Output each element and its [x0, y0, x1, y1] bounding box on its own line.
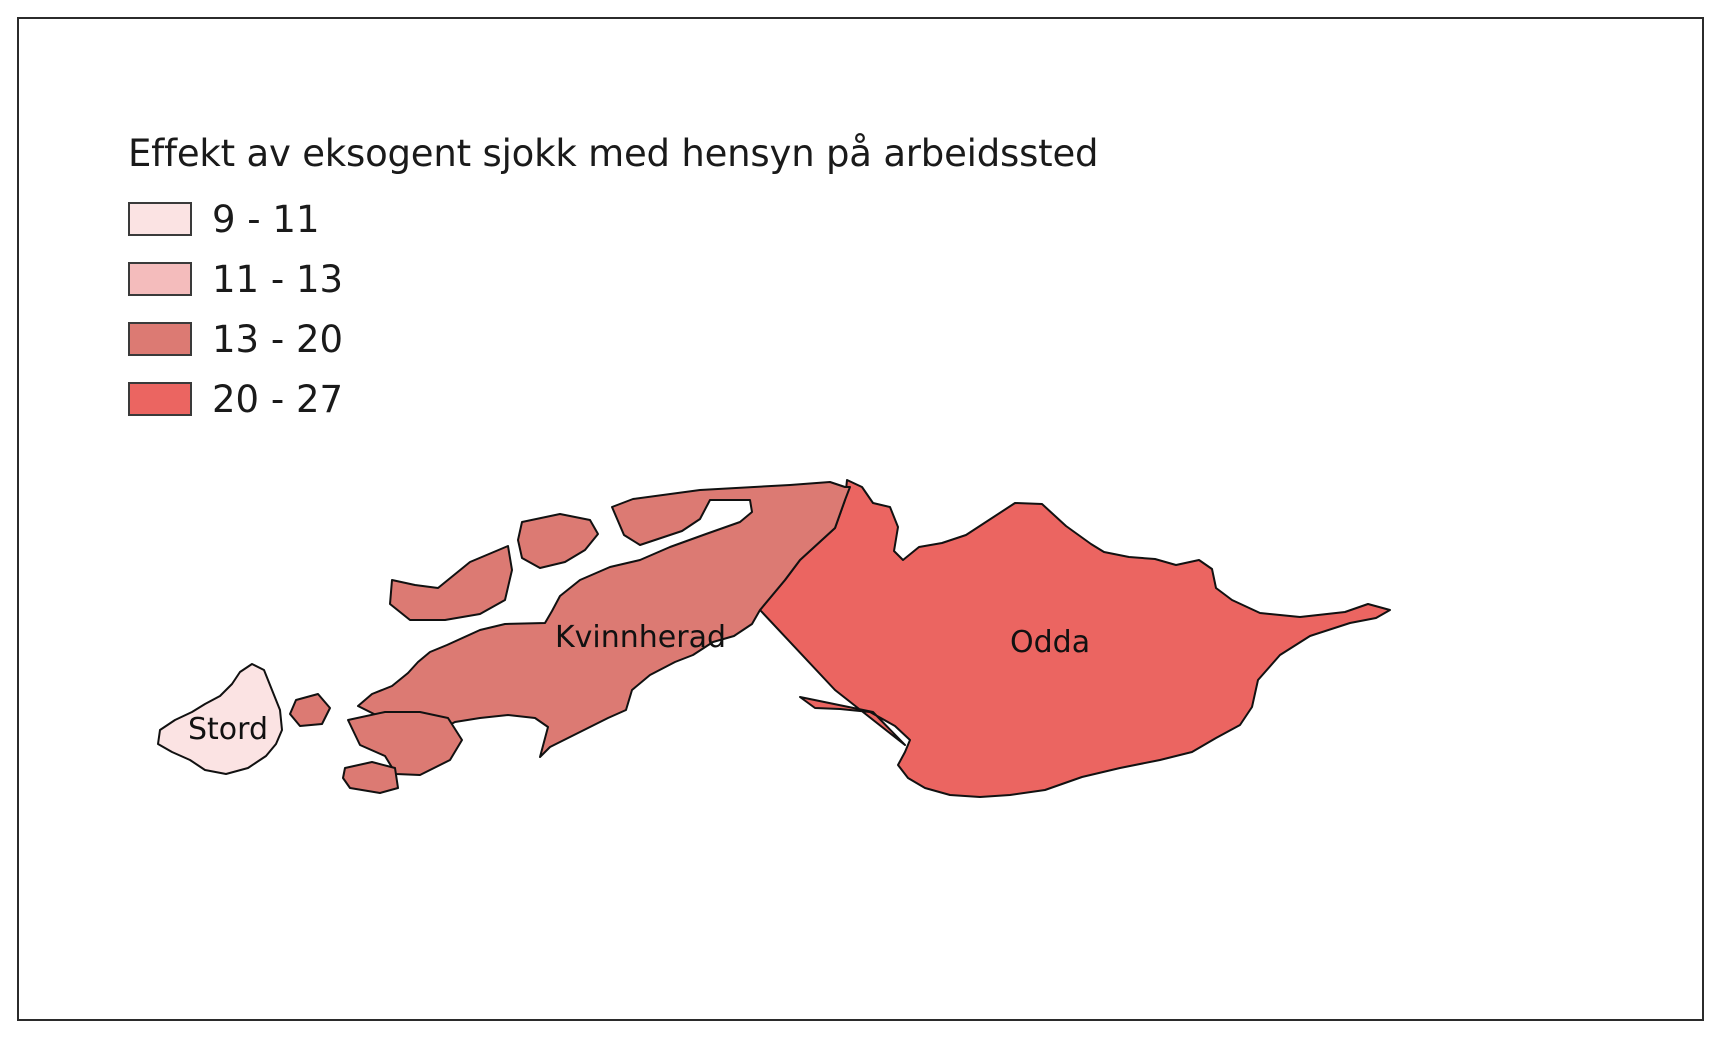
- region-label-kvinnherad: Kvinnherad: [555, 620, 726, 655]
- legend-item: 13 - 20: [128, 309, 1098, 369]
- region-kvinnherad-island-3[interactable]: [347, 711, 463, 776]
- region-stord[interactable]: [157, 663, 283, 775]
- region-odda[interactable]: [759, 479, 1391, 798]
- legend-label: 13 - 20: [212, 317, 344, 361]
- legend: Effekt av eksogent sjokk med hensyn på a…: [128, 132, 1099, 429]
- legend-item: 20 - 27: [128, 369, 1098, 429]
- region-kvinnherad-island-2[interactable]: [389, 545, 513, 621]
- legend-title: Effekt av eksogent sjokk med hensyn på a…: [128, 132, 1099, 175]
- region-kvinnherad-island-5[interactable]: [289, 693, 331, 727]
- legend-label: 20 - 27: [212, 377, 344, 421]
- legend-swatch: [128, 202, 192, 236]
- region-kvinnherad-island-4[interactable]: [342, 761, 399, 794]
- legend-item: 11 - 13: [128, 249, 1098, 309]
- region-label-odda: Odda: [1010, 625, 1090, 660]
- legend-item: 9 - 11: [128, 189, 1098, 249]
- region-label-stord: Stord: [188, 712, 268, 747]
- legend-label: 11 - 13: [212, 257, 344, 301]
- legend-swatch: [128, 262, 192, 296]
- region-kvinnherad-island-1[interactable]: [517, 513, 599, 569]
- legend-swatch: [128, 322, 192, 356]
- legend-label: 9 - 11: [212, 197, 320, 241]
- legend-swatch: [128, 382, 192, 416]
- legend-list: 9 - 11 11 - 13 13 - 20 20 - 27: [128, 189, 1098, 429]
- region-kvinnherad[interactable]: [357, 481, 851, 758]
